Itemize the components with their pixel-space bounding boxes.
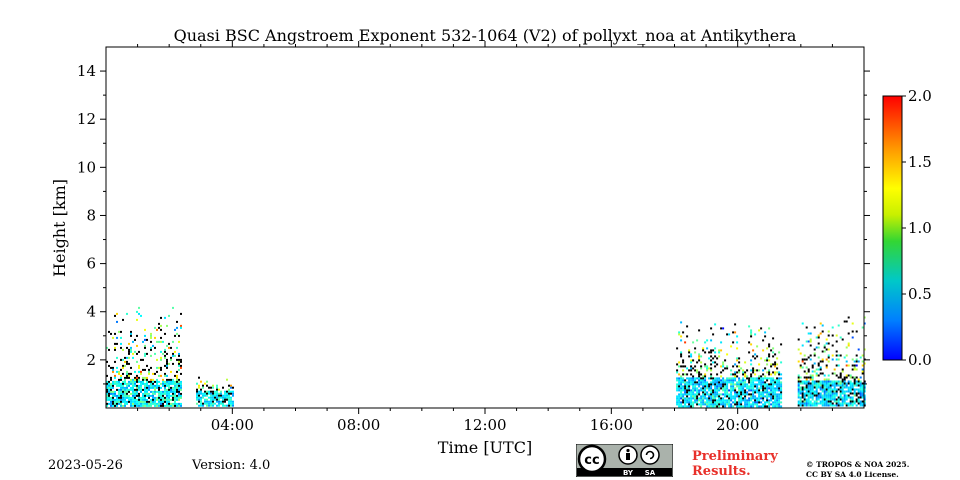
y-tick-label: 8 (86, 206, 96, 224)
data-segment-3 (797, 316, 866, 407)
copyright-line-2: CC BY SA 4.0 License. (806, 470, 899, 479)
colorbar (882, 95, 903, 361)
x-tick-label: 16:00 (590, 416, 633, 434)
x-tick-label: 08:00 (337, 416, 380, 434)
cc-sa-text: SA (645, 469, 656, 477)
preliminary-line-1: Preliminary (692, 449, 778, 464)
y-tick-label: 12 (77, 110, 96, 128)
data-segment-0 (106, 306, 182, 407)
date-label: 2023-05-26 (48, 458, 123, 473)
preliminary-notice: Preliminary Results. (692, 449, 778, 479)
cc-by-text: BY (623, 469, 634, 477)
y-tick-label: 10 (77, 158, 96, 176)
y-tick-label: 14 (77, 62, 96, 80)
colorbar-tick-label: 0.5 (908, 285, 932, 303)
cc-icon-text: cc (584, 453, 599, 468)
heatmap-data (106, 306, 866, 408)
data-segment-1 (196, 376, 234, 407)
colorbar-ticks: 0.0 0.5 1.0 1.5 2.0 (902, 87, 932, 369)
y-tick-label: 6 (86, 255, 96, 273)
colorbar-tick-label: 1.0 (908, 219, 932, 237)
x-axis-label: Time [UTC] (438, 438, 532, 457)
axes: 04:00 08:00 12:00 16:00 20:00 2 4 6 8 10 12 14 (77, 41, 870, 434)
x-tick-label: 20:00 (716, 416, 759, 434)
cc-license-icon: cc BY SA (576, 444, 673, 477)
preliminary-line-2: Results. (692, 464, 751, 479)
y-axis-label: Height [km] (50, 179, 69, 277)
data-segment-2 (676, 321, 783, 408)
copyright-line-1: © TROPOS & NOA 2025. (806, 460, 910, 469)
version-label: Version: 4.0 (192, 458, 271, 473)
plot-frame (105, 46, 865, 409)
x-tick-label: 04:00 (211, 416, 254, 434)
y-tick-label: 2 (86, 351, 96, 369)
x-tick-label: 12:00 (463, 416, 506, 434)
chart-title: Quasi BSC Angstroem Exponent 532-1064 (V… (174, 26, 797, 45)
colorbar-tick-label: 0.0 (908, 351, 932, 369)
copyright-notice: © TROPOS & NOA 2025. CC BY SA 4.0 Licens… (806, 460, 909, 480)
y-tick-label: 4 (86, 303, 96, 321)
colorbar-tick-label: 1.5 (908, 153, 932, 171)
colorbar-tick-label: 2.0 (908, 87, 932, 105)
